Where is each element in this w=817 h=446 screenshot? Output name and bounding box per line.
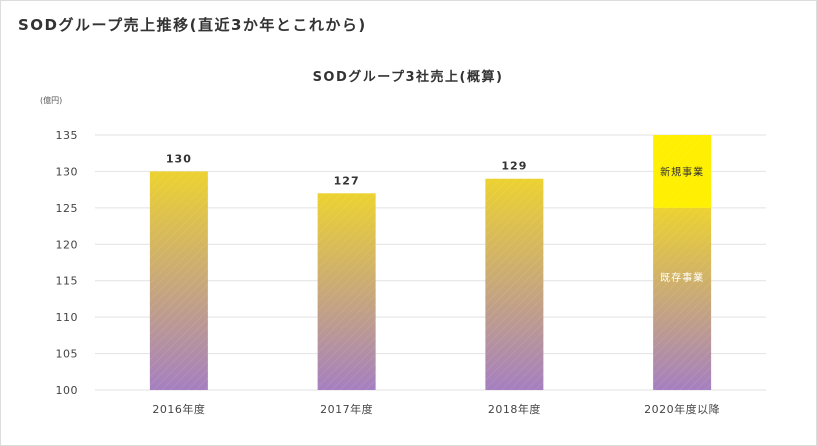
data-label: 127 [334,174,360,187]
y-tick-label: 125 [56,202,79,215]
x-tick-label: 2018年度 [488,402,541,416]
bar-texture [485,178,544,390]
segment-label-existing: 既存事業 [660,271,704,284]
chart-title: SODグループ3社売上(概算) [313,69,504,85]
y-axis-unit-label: (億円) [40,95,62,105]
y-tick-label: 105 [56,348,79,361]
bars [149,135,712,390]
y-tick-label: 120 [56,238,79,251]
y-tick-label: 115 [56,275,79,288]
y-tick-label: 110 [56,311,79,324]
y-axis: 100 105 110 115 120 125 130 135 [56,129,79,397]
bar-texture [317,193,376,390]
x-tick-label: 2016年度 [152,402,205,416]
x-tick-label: 2020年度以降 [644,402,720,416]
segment-label-new: 新規事業 [660,165,704,178]
x-tick-label: 2017年度 [320,402,373,416]
y-tick-label: 100 [56,384,79,397]
bar-texture [149,171,208,390]
bar-texture [653,135,712,208]
data-label: 130 [166,152,192,165]
bar-texture [653,207,712,390]
data-label: 129 [501,160,527,173]
page-title: SODグループ売上推移(直近3か年とこれから) [18,16,367,34]
y-tick-label: 130 [56,165,79,178]
x-axis: 2016年度 2017年度 2018年度 2020年度以降 [152,402,720,416]
y-tick-label: 135 [56,129,79,142]
